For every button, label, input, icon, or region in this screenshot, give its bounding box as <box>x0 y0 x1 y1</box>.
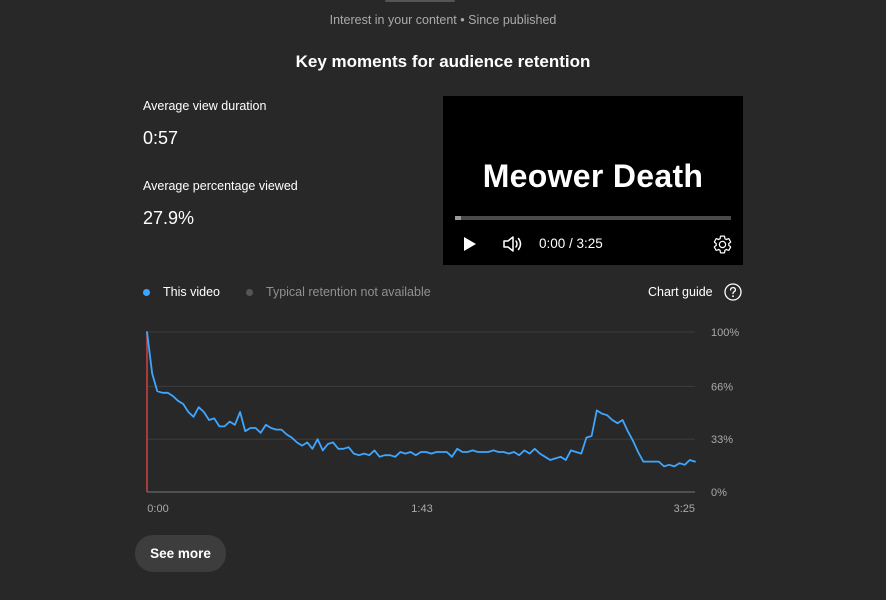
x-tick-label: 3:25 <box>674 503 695 515</box>
page-title: Key moments for audience retention <box>295 52 591 71</box>
avg-percentage-viewed-label: Average percentage viewed <box>143 179 298 193</box>
avg-percentage-viewed-value: 27.9% <box>143 208 195 228</box>
avg-view-duration-label: Average view duration <box>143 99 267 113</box>
progress-fill <box>455 216 461 220</box>
video-title: Meower Death <box>482 158 704 194</box>
y-tick-label: 100% <box>711 327 739 339</box>
section-subtitle: Interest in your content • Since publish… <box>329 13 557 27</box>
avg-view-duration-value: 0:57 <box>143 128 179 148</box>
typical-retention-legend-label: Typical retention not available <box>266 285 431 299</box>
y-tick-label: 33% <box>711 434 733 446</box>
chart-guide-link[interactable]: Chart guide <box>648 285 713 299</box>
help-icon[interactable] <box>724 283 742 301</box>
video-player[interactable]: Meower Death 0:00 / 3:25 <box>443 96 743 265</box>
tab-indicator <box>385 0 455 2</box>
time-readout: 0:00 / 3:25 <box>539 236 603 251</box>
this-video-legend-dot <box>143 289 150 296</box>
y-tick-label: 66% <box>711 381 733 393</box>
x-tick-label: 1:43 <box>411 503 432 515</box>
typical-retention-legend-dot <box>246 289 253 296</box>
this-video-legend-label: This video <box>163 285 220 299</box>
volume-icon[interactable] <box>502 235 524 253</box>
gear-icon[interactable] <box>712 234 733 255</box>
series-line-this-video <box>146 331 696 468</box>
progress-bar[interactable] <box>455 216 731 220</box>
see-more-button[interactable]: See more <box>135 535 226 572</box>
x-tick-label: 0:00 <box>147 503 168 515</box>
play-icon[interactable] <box>463 236 477 252</box>
y-tick-label: 0% <box>711 487 727 499</box>
